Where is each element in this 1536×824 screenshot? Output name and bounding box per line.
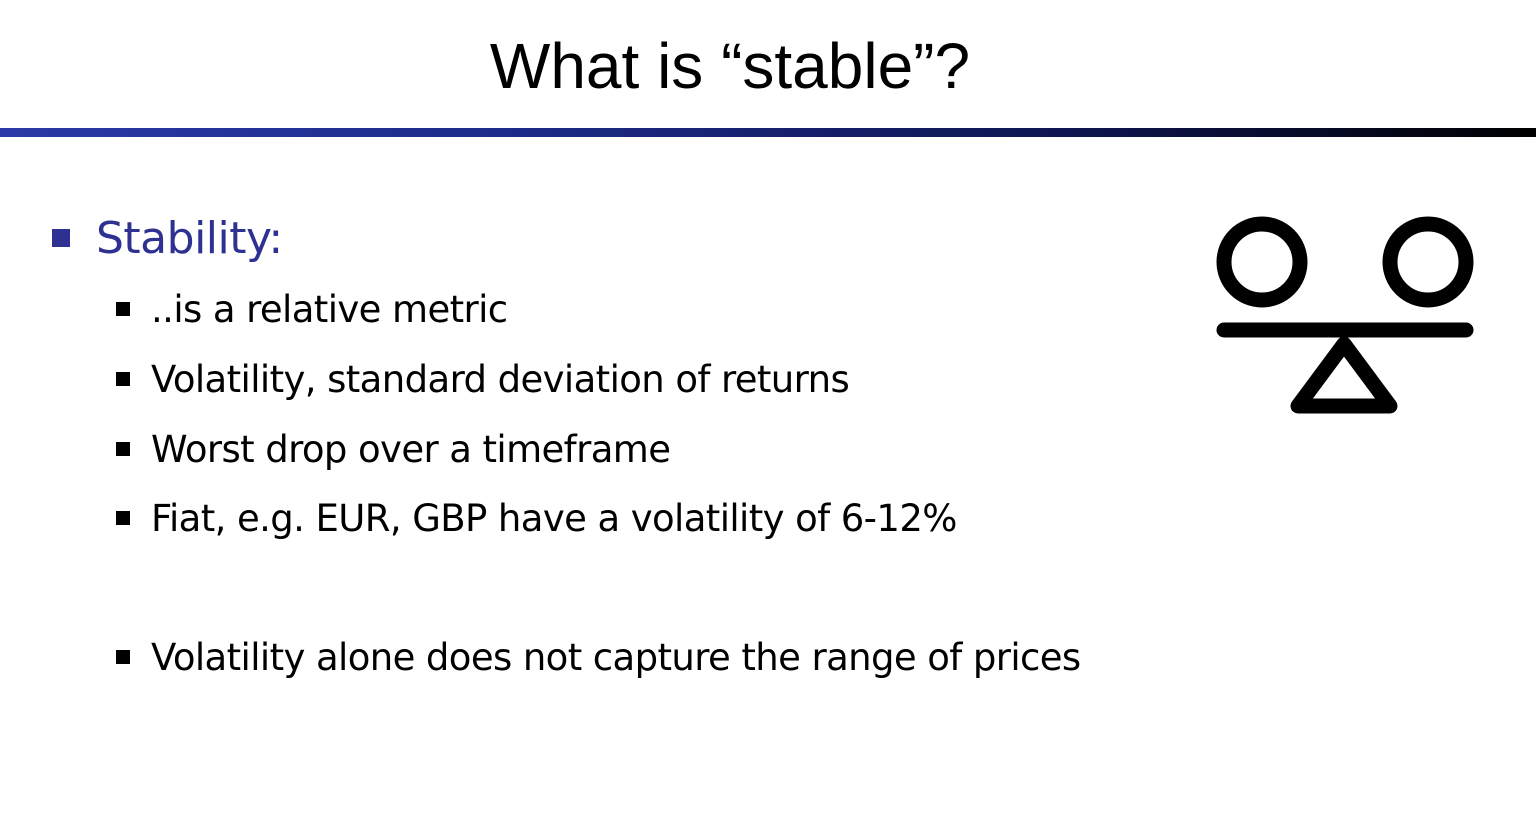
square-bullet-icon (116, 650, 130, 664)
bullet-item: ..is a relative metric (116, 284, 508, 334)
fulcrum-icon (1290, 336, 1398, 414)
slide-title: What is “stable”? (489, 30, 971, 102)
bullet-item: Fiat, e.g. EUR, GBP have a volatility of… (116, 493, 957, 543)
square-bullet-icon (116, 511, 130, 525)
bullet-text: ..is a relative metric (151, 287, 508, 331)
square-bullet-icon (116, 302, 130, 316)
title-divider (0, 128, 1536, 137)
bullet-item: Volatility, standard deviation of return… (116, 354, 850, 404)
bullet-item: Volatility alone does not capture the ra… (116, 632, 1081, 682)
left-pan-icon (1216, 216, 1308, 308)
right-pan-icon (1382, 216, 1474, 308)
bullet-item: Worst drop over a timeframe (116, 424, 671, 474)
square-bullet-icon (52, 229, 70, 247)
square-bullet-icon (116, 442, 130, 456)
balance-scale-icon (1216, 216, 1474, 414)
bullet-text: Fiat, e.g. EUR, GBP have a volatility of… (151, 496, 957, 540)
bullet-text: Worst drop over a timeframe (151, 427, 671, 471)
bullet-text: Volatility, standard deviation of return… (151, 357, 850, 401)
heading-text: Stability: (96, 212, 283, 264)
square-bullet-icon (116, 372, 130, 386)
bullet-text: Volatility alone does not capture the ra… (151, 635, 1081, 679)
heading-bullet: Stability: (52, 208, 283, 268)
